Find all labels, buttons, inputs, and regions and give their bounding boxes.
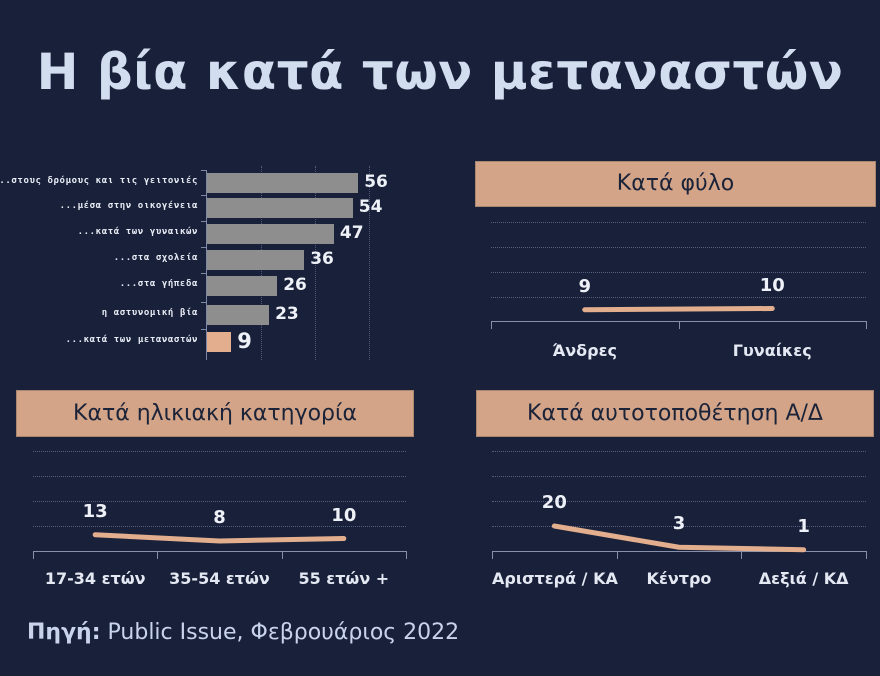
bar [207, 305, 270, 325]
x-axis [33, 551, 406, 552]
bar-row: ...στα σχολεία 36 [0, 249, 460, 272]
x-tick [866, 321, 867, 329]
x-tick [492, 551, 493, 559]
grid-line [492, 501, 866, 502]
grid-line [33, 526, 406, 527]
x-axis-label: Άνδρες [552, 341, 618, 360]
bar [207, 276, 278, 296]
grid-line [491, 272, 866, 273]
point-value: 10 [759, 274, 785, 296]
grid-line [33, 451, 406, 452]
point-value: 9 [578, 275, 592, 297]
point-value: 8 [213, 507, 226, 528]
bar-row: ...μέσα στην οικογένεια 54 [0, 197, 460, 220]
bar-label: ...κατά των γυναικών [77, 227, 198, 237]
grid-line [491, 222, 866, 223]
grid-line [315, 166, 316, 360]
position-panel-header: Κατά αυτοτοποθέτηση Α/Δ [476, 390, 874, 437]
age-panel-header: Κατά ηλικιακή κατηγορία [16, 390, 414, 437]
bar-label: ...κατά των μεταναστών [65, 335, 198, 345]
x-tick [33, 551, 34, 559]
bar-row: η αστυνομική βία 23 [0, 304, 460, 327]
bar-label: ...στα γήπεδα [119, 279, 198, 289]
point-value: 10 [331, 504, 357, 526]
grid-line [491, 247, 866, 248]
bar [207, 332, 232, 352]
bar-label: ...στα σχολεία [113, 253, 198, 263]
x-axis-label: 55 ετών + [298, 569, 390, 588]
axis-tick [201, 329, 206, 330]
bar-value: 26 [283, 275, 307, 295]
x-tick [406, 551, 407, 559]
x-axis-label: 17-34 ετών [44, 569, 146, 588]
axis-tick [201, 273, 206, 274]
grid-line [491, 297, 866, 298]
bar-label: ...στους δρόμους και τις γειτονιές [0, 176, 198, 186]
x-axis-label: Αριστερά / ΚΑ [492, 569, 618, 588]
bar-value: 47 [339, 223, 364, 243]
grid-line [33, 501, 406, 502]
source-note: Πηγή: Public Issue, Φεβρουάριος 2022 [27, 620, 459, 645]
axis-tick [201, 247, 206, 248]
x-axis [492, 551, 866, 552]
x-tick [678, 321, 680, 329]
bar [207, 198, 353, 218]
x-axis-label: Κέντρο [646, 569, 712, 588]
grid-line [369, 166, 370, 360]
x-tick [616, 551, 618, 559]
gender-panel-header: Κατά φύλο [475, 161, 876, 207]
x-axis-label: Γυναίκες [732, 341, 812, 360]
point-value: 20 [541, 492, 567, 513]
bar-row: ...κατά των μεταναστών 9 [0, 329, 460, 354]
axis-tick [201, 195, 206, 196]
point-value: 13 [82, 500, 108, 522]
bar-row: ...κατά των γυναικών 47 [0, 223, 460, 246]
grid-line [492, 476, 866, 477]
axis-tick [201, 221, 206, 222]
x-tick [741, 551, 743, 559]
x-axis-label: Δεξιά / ΚΔ [758, 569, 849, 588]
x-tick [866, 551, 867, 559]
bar [207, 173, 359, 193]
point-value: 1 [797, 515, 810, 537]
axis-tick [201, 302, 206, 303]
bar-row: ...στους δρόμους και τις γειτονιές 56 [0, 172, 460, 195]
bar [207, 224, 334, 244]
x-tick [281, 551, 283, 559]
x-axis-label: 35-54 ετών [169, 569, 270, 588]
bar-value: 9 [237, 329, 252, 353]
bar-value: 54 [358, 197, 383, 217]
page-title: Η βία κατά των μεταναστών [36, 43, 844, 101]
grid-line [33, 476, 406, 477]
x-tick [491, 321, 492, 329]
bar-label: ...μέσα στην οικογένεια [59, 201, 198, 211]
y-axis [206, 170, 207, 360]
point-value: 3 [672, 513, 686, 535]
bar-label: η αστυνομική βία [101, 308, 198, 318]
bar-row: ...στα γήπεδα 26 [0, 275, 460, 298]
axis-tick [201, 170, 206, 171]
source-label: Πηγή: [27, 620, 101, 645]
bar-value: 56 [364, 172, 388, 192]
grid-line [492, 526, 866, 527]
overall-bar-chart: ...στους δρόμους και τις γειτονιές 56 ...μ… [0, 160, 460, 365]
bar-value: 23 [275, 304, 299, 324]
bar [207, 250, 305, 270]
grid-line [492, 451, 866, 452]
x-tick [157, 551, 159, 559]
bar-value: 36 [310, 249, 334, 269]
source-text: Public Issue, Φεβρουάριος 2022 [100, 620, 460, 645]
